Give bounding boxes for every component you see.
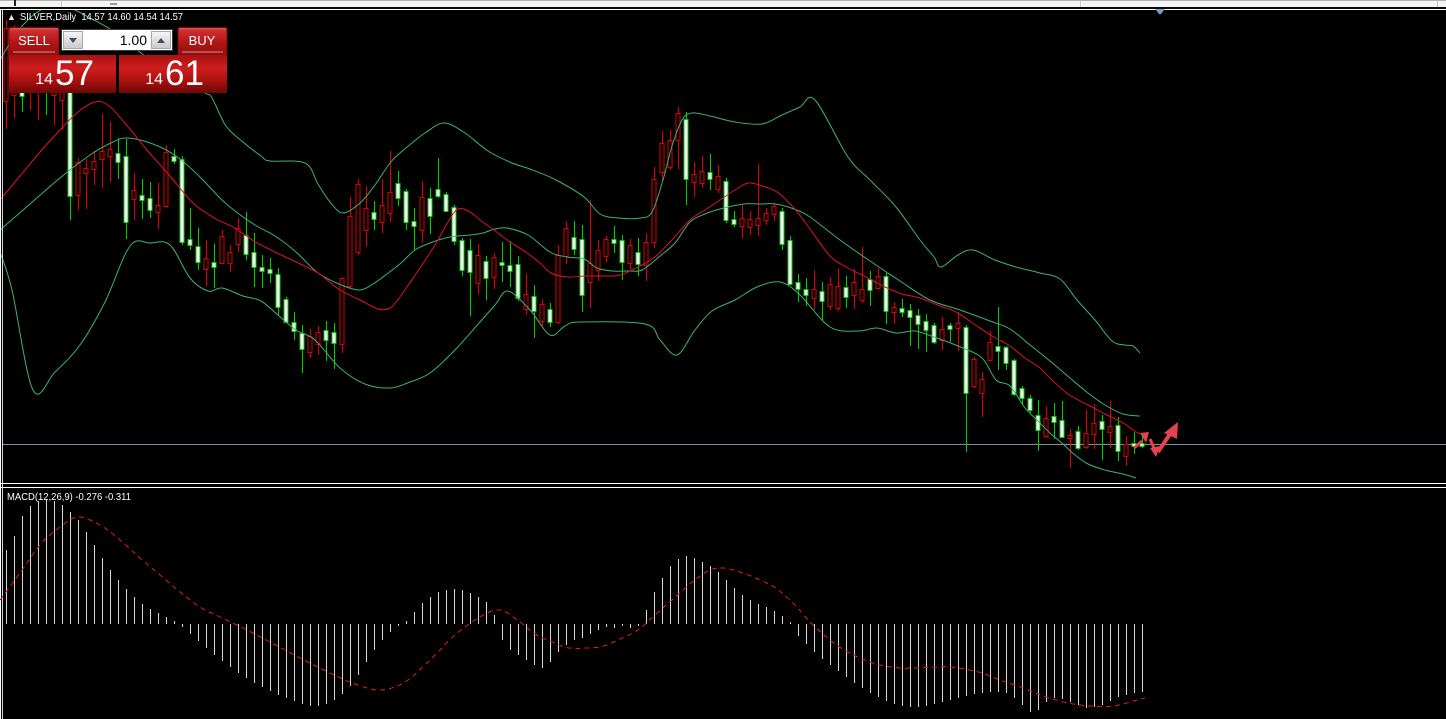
svg-text:1.00: 1.00 bbox=[120, 32, 147, 48]
svg-text:BUY: BUY bbox=[189, 33, 216, 48]
svg-text:MACD(12,26,9) -0.276 -0.311: MACD(12,26,9) -0.276 -0.311 bbox=[7, 491, 131, 503]
svg-text:61: 61 bbox=[165, 54, 204, 93]
svg-text:57: 57 bbox=[55, 54, 94, 93]
svg-text:14: 14 bbox=[35, 71, 53, 88]
svg-text:▲: ▲ bbox=[7, 12, 16, 22]
svg-text:SILVER,Daily 14.57 14.60 14.5: SILVER,Daily 14.57 14.60 14.54 14.57 bbox=[20, 11, 183, 23]
svg-text:14: 14 bbox=[145, 71, 163, 88]
svg-text:SELL: SELL bbox=[18, 33, 50, 48]
